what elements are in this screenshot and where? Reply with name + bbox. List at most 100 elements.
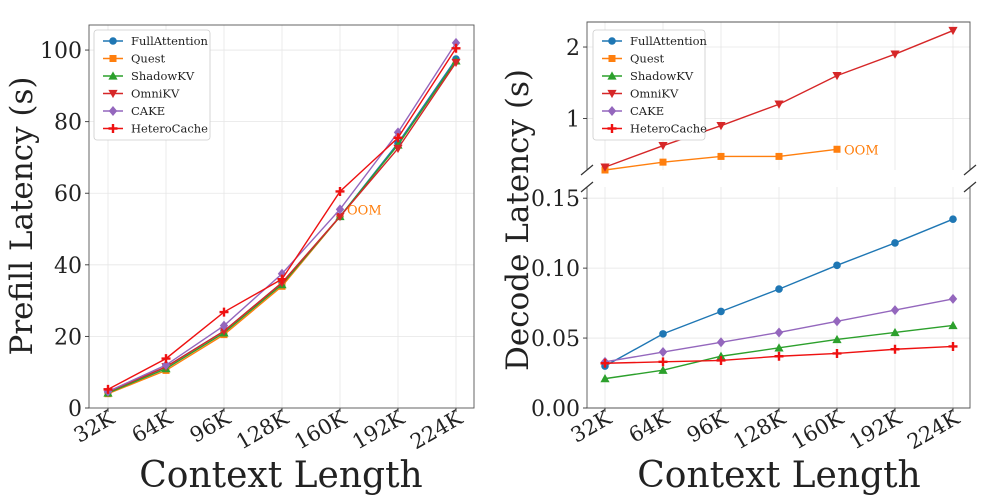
right-xtick-label: 64K [625, 405, 674, 447]
right-point-Quest [659, 158, 667, 166]
right-legend-label-ShadowKV: ShadowKV [630, 69, 694, 83]
axis-break-mark [963, 181, 977, 193]
right-point-HeteroCache [774, 351, 784, 361]
right-xtick-label: 160K [787, 405, 848, 454]
right-point-OmniKV [774, 100, 784, 109]
axis-break-mark [580, 164, 594, 176]
right-point-CAKE [890, 305, 900, 316]
left-oom-annotation: OOM [347, 204, 382, 219]
right-point-FullAttention [833, 261, 841, 270]
axis-break-mark [963, 164, 977, 176]
right-legend-label-CAKE: CAKE [630, 104, 664, 118]
left-xtick-label: 224K [406, 405, 467, 454]
right-point-ShadowKV [774, 343, 784, 352]
left-xtick-label: 160K [290, 405, 351, 454]
right-point-OmniKV [658, 142, 668, 151]
left-point-HeteroCache [335, 186, 345, 196]
right-legend-key-OmniKV-marker [607, 89, 617, 99]
right-point-HeteroCache [600, 358, 610, 368]
right-point-OmniKV [890, 50, 900, 59]
left-legend-key-OmniKV-marker [108, 89, 118, 99]
right-oom-annotation: OOM [844, 143, 879, 158]
left-legend-label-FullAttention: FullAttention [131, 34, 209, 48]
right-legend-label-Quest: Quest [630, 52, 665, 66]
right-point-OmniKV [716, 121, 726, 131]
right-legend-key-FullAttention-marker [608, 37, 616, 45]
left-point-CAKE [335, 204, 345, 215]
right-bottom-ytick-label: 0.00 [531, 397, 580, 422]
right-point-FullAttention [891, 239, 899, 247]
left-plot-frame [88, 24, 475, 409]
left-point-HeteroCache [103, 384, 113, 394]
right-legend-key-HeteroCache-marker [607, 124, 617, 133]
right-legend: FullAttention Quest ShadowKV OmniKV CAKE Hete… [592, 29, 708, 141]
left-point-HeteroCache [277, 274, 287, 284]
right-point-ShadowKV [832, 334, 842, 344]
right-point-HeteroCache [890, 344, 900, 354]
right-series-ShadowKV [600, 320, 958, 383]
right-bottom-ytick-label: 0.15 [531, 187, 580, 212]
right-xtick-label: 224K [903, 405, 964, 454]
left-legend-label-HeteroCache: HeteroCache [131, 122, 208, 136]
axis-break-mark [580, 181, 594, 193]
left-legend-box [93, 29, 211, 141]
left-ytick-label: 100 [40, 39, 82, 64]
right-legend-label-HeteroCache: HeteroCache [630, 122, 707, 136]
left-legend: FullAttention Quest ShadowKV OmniKV CAKE Hete… [93, 29, 211, 141]
right-series-CAKE [600, 293, 958, 367]
right-xtick-label: 96K [683, 405, 732, 447]
right-point-ShadowKV [948, 320, 958, 330]
right-point-ShadowKV [658, 365, 668, 374]
left-ytick-label: 60 [54, 182, 82, 207]
right-point-CAKE [948, 293, 958, 304]
left-legend-key-CAKE-marker [108, 106, 118, 116]
right-legend-label-FullAttention: FullAttention [630, 34, 708, 48]
left-point-OmniKV [393, 144, 403, 154]
left-point-CAKE [161, 360, 171, 371]
left-series-HeteroCache [103, 43, 461, 394]
left-xtick-label: 192K [348, 405, 409, 454]
left-ytick-label: 0 [68, 397, 82, 422]
right-point-FullAttention [949, 215, 957, 223]
left-legend-label-OmniKV: OmniKV [131, 87, 180, 101]
right-point-OmniKV [600, 163, 610, 172]
right-legend-key-CAKE-marker [607, 106, 617, 116]
left-legend-key-ShadowKV-marker [108, 71, 118, 80]
left-point-HeteroCache [219, 307, 229, 317]
left-point-HeteroCache [451, 43, 461, 53]
right-series-OmniKV [600, 26, 958, 172]
left-legend-label-Quest: Quest [131, 52, 166, 66]
left-legend-key-Quest-marker [109, 55, 117, 62]
right-point-FullAttention [717, 307, 725, 316]
left-ytick-label: 20 [54, 325, 82, 350]
right-legend-box [592, 29, 706, 141]
right-point-Quest [775, 152, 783, 160]
left-ytick-label: 40 [54, 254, 82, 279]
right-bottom-ytick-label: 0.10 [531, 257, 580, 282]
right-legend-key-Quest-marker [608, 55, 616, 62]
right-top-frame [586, 21, 971, 170]
right-point-Quest [717, 152, 725, 160]
right-point-ShadowKV [890, 327, 900, 337]
right-point-CAKE [658, 347, 668, 358]
right-bottom-frame [586, 187, 971, 409]
left-ytick-label: 80 [54, 111, 82, 136]
right-legend-label-OmniKV: OmniKV [630, 87, 679, 101]
right-point-FullAttention [659, 330, 667, 338]
right-ylabel: Decode Latency (s) [500, 69, 536, 371]
left-legend-key-HeteroCache-marker [108, 124, 118, 133]
right-point-HeteroCache [716, 355, 726, 365]
left-legend-key-FullAttention-marker [109, 37, 117, 45]
right-point-FullAttention [775, 285, 783, 293]
right-point-OmniKV [948, 26, 958, 36]
right-bottom-ytick-label: 0.05 [531, 327, 580, 352]
left-ylabel: Prefill Latency (s) [4, 76, 40, 355]
right-top-ytick-label: 1 [566, 108, 580, 133]
left-legend-label-CAKE: CAKE [131, 104, 165, 118]
right-legend-key-ShadowKV-marker [607, 71, 617, 80]
left-point-OmniKV [219, 327, 229, 336]
left-point-CAKE [219, 320, 229, 331]
